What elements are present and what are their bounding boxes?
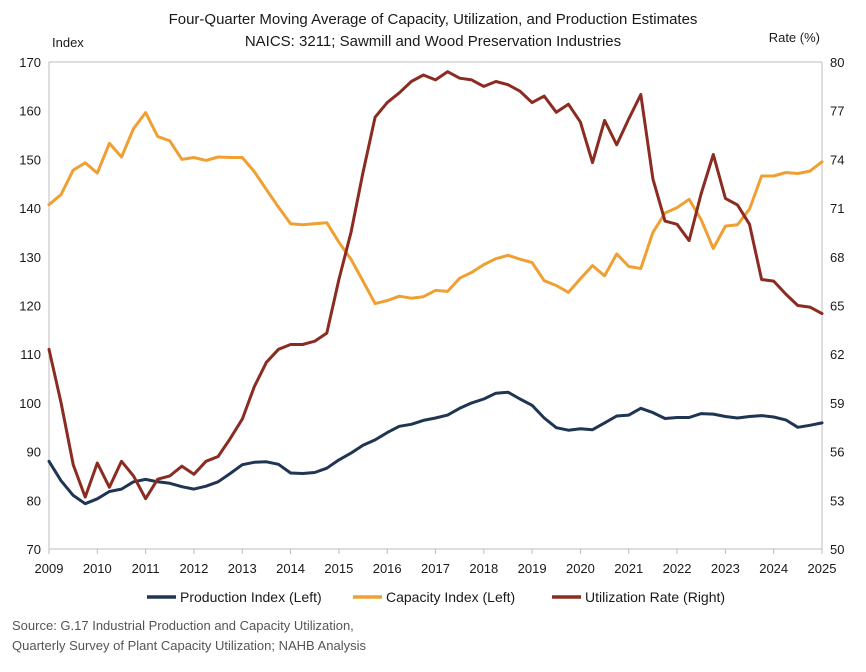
x-tick-label: 2020 [566,561,595,576]
legend-item-production: Production Index (Left) [147,589,322,605]
left-tick-label: 80 [27,493,41,508]
x-tick-label: 2025 [808,561,837,576]
x-tick-label: 2010 [83,561,112,576]
left-tick-label: 140 [19,201,41,216]
left-tick-label: 90 [27,445,41,460]
right-tick-label: 71 [830,201,844,216]
left-tick-label: 130 [19,250,41,265]
legend-label-production: Production Index (Left) [180,589,322,605]
right-tick-label: 50 [830,542,844,557]
x-tick-label: 2013 [228,561,257,576]
x-tick-label: 2019 [518,561,547,576]
left-axis-ticks: 70 80 90 100 110 120 130 140 150 160 170 [19,55,41,557]
source-line1: Source: G.17 Industrial Production and C… [12,618,354,633]
right-tick-label: 80 [830,55,844,70]
capacity-index-line [47,111,824,306]
x-tick-label: 2011 [132,561,160,576]
right-tick-label: 74 [830,152,844,167]
left-tick-label: 170 [19,55,41,70]
x-axis-ticks: 2009 2010 2011 2012 2013 2014 2015 2016 2017 2018… [35,549,837,576]
legend-item-capacity: Capacity Index (Left) [353,589,515,605]
chart-title-line2: NAICS: 3211; Sawmill and Wood Preservati… [245,33,621,50]
x-tick-label: 2015 [324,561,353,576]
right-tick-label: 59 [830,396,844,411]
legend-label-utilization: Utilization Rate (Right) [585,589,725,605]
right-tick-label: 77 [830,104,844,119]
left-tick-label: 100 [19,396,41,411]
right-tick-label: 65 [830,299,844,314]
left-axis-title: Index [52,35,84,50]
x-tick-label: 2009 [35,561,64,576]
left-tick-label: 70 [27,542,41,557]
x-tick-label: 2022 [663,561,692,576]
x-tick-label: 2021 [614,561,643,576]
utilization-rate-line [47,70,824,501]
source-line2: Quarterly Survey of Plant Capacity Utili… [12,638,367,653]
right-tick-label: 53 [830,493,844,508]
right-tick-label: 62 [830,347,844,362]
x-tick-label: 2017 [421,561,450,576]
x-tick-label: 2023 [711,561,740,576]
right-axis-title: Rate (%) [769,30,820,45]
right-tick-label: 56 [830,445,844,460]
right-tick-label: 68 [830,250,844,265]
legend-label-capacity: Capacity Index (Left) [386,589,515,605]
series-lines [47,70,824,506]
x-tick-label: 2018 [469,561,498,576]
x-tick-label: 2014 [276,561,305,576]
left-tick-label: 160 [19,104,41,119]
legend: Production Index (Left) Capacity Index (… [147,589,725,605]
production-index-line [47,390,824,506]
x-tick-label: 2016 [373,561,402,576]
left-tick-label: 110 [20,347,41,362]
legend-item-utilization: Utilization Rate (Right) [552,589,725,605]
x-tick-label: 2012 [179,561,208,576]
x-tick-label: 2024 [759,561,788,576]
right-axis-ticks: 50 53 56 59 62 65 68 71 74 77 80 [830,55,844,557]
left-tick-label: 120 [19,299,41,314]
left-tick-label: 150 [19,152,41,167]
chart-title-line1: Four-Quarter Moving Average of Capacity,… [169,11,698,28]
